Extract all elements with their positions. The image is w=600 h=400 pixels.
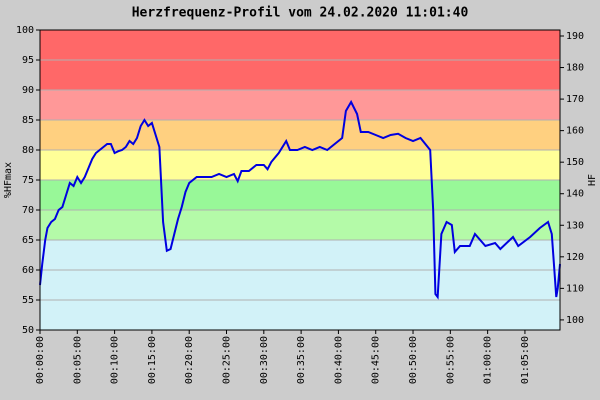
- y2-tick-label: 170: [566, 94, 584, 105]
- zone: [40, 150, 560, 180]
- zone: [40, 180, 560, 210]
- y-tick-label: 95: [22, 55, 34, 66]
- y-tick-label: 65: [22, 235, 34, 246]
- y2-tick-label: 150: [566, 157, 584, 168]
- y2-tick-label: 110: [566, 283, 584, 294]
- x-tick-label: 00:35:00: [296, 336, 307, 384]
- zone: [40, 240, 560, 330]
- y-tick-label: 50: [22, 325, 34, 336]
- y-tick-label: 75: [22, 175, 34, 186]
- x-tick-label: 01:00:00: [483, 336, 494, 384]
- y-tick-label: 85: [22, 115, 34, 126]
- y2-tick-label: 160: [566, 126, 584, 137]
- x-tick-label: 00:40:00: [333, 336, 344, 384]
- y-tick-label: 90: [22, 85, 34, 96]
- y2-tick-label: 140: [566, 189, 584, 200]
- y2-tick-label: 130: [566, 220, 584, 231]
- chart-title: Herzfrequenz-Profil vom 24.02.2020 11:01…: [132, 6, 469, 21]
- x-tick-label: 00:00:00: [35, 336, 46, 384]
- y-tick-label: 70: [22, 205, 34, 216]
- y-tick-label: 55: [22, 295, 34, 306]
- zone: [40, 210, 560, 240]
- x-tick-label: 01:05:00: [520, 336, 531, 384]
- y-tick-label: 100: [16, 25, 34, 36]
- x-tick-label: 00:30:00: [259, 336, 270, 384]
- x-tick-label: 00:50:00: [408, 336, 419, 384]
- x-tick-label: 00:20:00: [184, 336, 195, 384]
- x-tick-label: 00:10:00: [110, 336, 121, 384]
- y2-tick-label: 120: [566, 252, 584, 263]
- zone: [40, 120, 560, 150]
- y-tick-label: 80: [22, 145, 34, 156]
- y2-axis-label: HF: [587, 174, 598, 186]
- x-tick-label: 00:15:00: [147, 336, 158, 384]
- y2-tick-label: 190: [566, 31, 584, 42]
- x-tick-label: 00:45:00: [371, 336, 382, 384]
- x-tick-label: 00:05:00: [72, 336, 83, 384]
- zone: [40, 90, 560, 120]
- y-axis-label: %HFmax: [3, 162, 14, 198]
- y2-tick-label: 180: [566, 63, 584, 74]
- plot-border: [39, 29, 561, 331]
- y2-tick-label: 100: [566, 315, 584, 326]
- x-tick-label: 00:25:00: [222, 336, 233, 384]
- y-tick-label: 60: [22, 265, 34, 276]
- x-tick-label: 00:55:00: [445, 336, 456, 384]
- series-line: [39, 99, 561, 300]
